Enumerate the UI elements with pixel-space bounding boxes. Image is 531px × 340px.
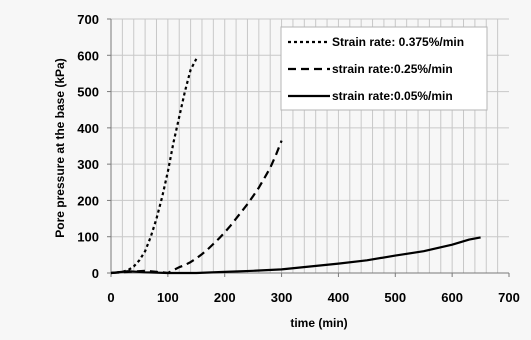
y-tick-label: 0 bbox=[92, 266, 99, 281]
x-tick-label: 700 bbox=[498, 290, 520, 305]
legend: Strain rate: 0.375%/min strain rate:0.25… bbox=[280, 26, 488, 111]
y-tick-label: 700 bbox=[77, 12, 99, 27]
y-tick-label: 500 bbox=[77, 85, 99, 100]
x-tick-label: 600 bbox=[441, 290, 463, 305]
series-line-1 bbox=[110, 58, 198, 275]
x-axis-title: time (min) bbox=[290, 316, 347, 330]
y-tick-label: 300 bbox=[77, 157, 99, 172]
x-tick-label: 500 bbox=[384, 290, 406, 305]
series-line-3 bbox=[110, 236, 481, 275]
tick-labels: 0 100 200 300 400 500 600 700 0 100 200 300 400 500 60… bbox=[77, 12, 520, 305]
y-tick-label: 400 bbox=[77, 121, 99, 136]
legend-label-series-3: strain rate:0.05%/min bbox=[332, 89, 453, 103]
x-tick-label: 0 bbox=[107, 290, 114, 305]
y-axis-title: Pore pressure at the base (kPa) bbox=[53, 58, 67, 237]
y-tick-label: 600 bbox=[77, 48, 99, 63]
x-tick-label: 300 bbox=[271, 290, 293, 305]
y-tick-label: 100 bbox=[77, 230, 99, 245]
legend-label-series-2: strain rate:0.25%/min bbox=[332, 62, 453, 76]
y-tick-label: 200 bbox=[77, 193, 99, 208]
series-line-2 bbox=[110, 140, 283, 275]
x-tick-label: 200 bbox=[214, 290, 236, 305]
legend-label-series-1: Strain rate: 0.375%/min bbox=[332, 35, 464, 49]
x-tick-label: 100 bbox=[157, 290, 179, 305]
series-lines bbox=[110, 58, 481, 275]
x-tick-label: 400 bbox=[328, 290, 350, 305]
